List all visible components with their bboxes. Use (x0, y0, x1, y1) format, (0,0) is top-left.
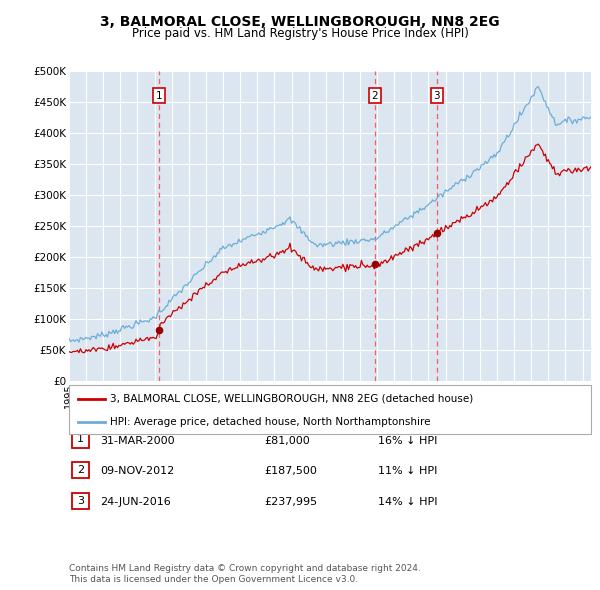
Text: 3, BALMORAL CLOSE, WELLINGBOROUGH, NN8 2EG: 3, BALMORAL CLOSE, WELLINGBOROUGH, NN8 2… (100, 15, 500, 29)
FancyBboxPatch shape (73, 462, 89, 478)
Text: £187,500: £187,500 (264, 467, 317, 476)
Text: 3, BALMORAL CLOSE, WELLINGBOROUGH, NN8 2EG (detached house): 3, BALMORAL CLOSE, WELLINGBOROUGH, NN8 2… (110, 394, 473, 404)
Text: 3: 3 (77, 496, 84, 506)
Text: 16% ↓ HPI: 16% ↓ HPI (378, 436, 437, 445)
Text: 2: 2 (77, 465, 84, 475)
Text: Price paid vs. HM Land Registry's House Price Index (HPI): Price paid vs. HM Land Registry's House … (131, 27, 469, 40)
FancyBboxPatch shape (73, 493, 89, 509)
FancyBboxPatch shape (73, 431, 89, 447)
Text: This data is licensed under the Open Government Licence v3.0.: This data is licensed under the Open Gov… (69, 575, 358, 584)
Text: 31-MAR-2000: 31-MAR-2000 (100, 436, 175, 445)
Text: Contains HM Land Registry data © Crown copyright and database right 2024.: Contains HM Land Registry data © Crown c… (69, 565, 421, 573)
Text: HPI: Average price, detached house, North Northamptonshire: HPI: Average price, detached house, Nort… (110, 417, 430, 427)
Text: 3: 3 (433, 91, 440, 100)
Text: £237,995: £237,995 (264, 497, 317, 507)
Text: 2: 2 (371, 91, 378, 100)
Text: 09-NOV-2012: 09-NOV-2012 (100, 467, 175, 476)
Text: 14% ↓ HPI: 14% ↓ HPI (378, 497, 437, 507)
Text: 1: 1 (155, 91, 162, 100)
Text: £81,000: £81,000 (264, 436, 310, 445)
Text: 24-JUN-2016: 24-JUN-2016 (100, 497, 171, 507)
Text: 11% ↓ HPI: 11% ↓ HPI (378, 467, 437, 476)
Text: 1: 1 (77, 434, 84, 444)
